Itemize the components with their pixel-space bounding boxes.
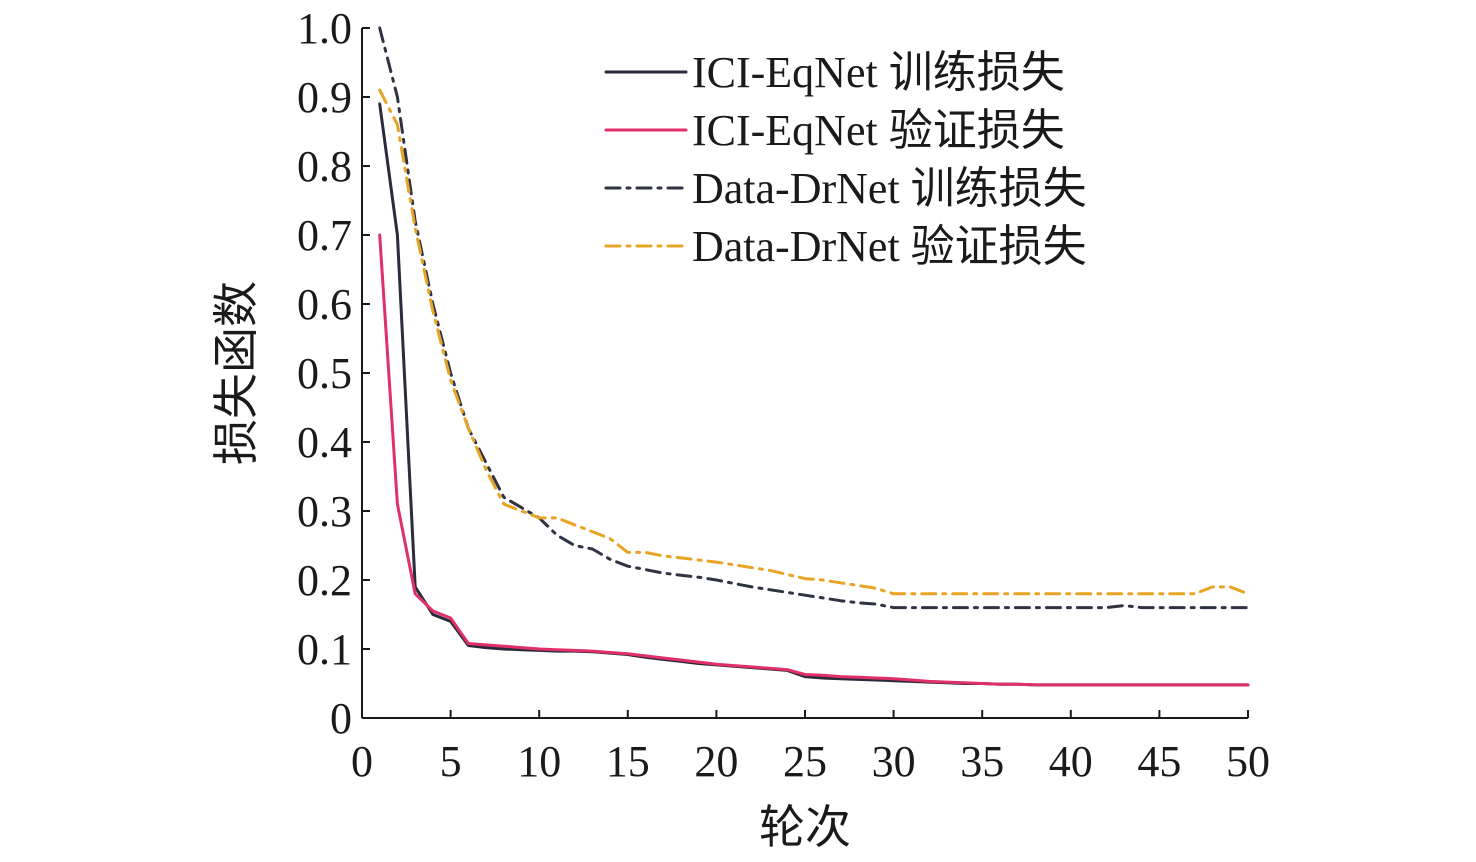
- series-line-4: [378, 88, 1250, 596]
- y-tick-label: 0.2: [297, 556, 352, 605]
- x-tick-label: 5: [440, 737, 462, 786]
- x-tick-label: 45: [1137, 737, 1181, 786]
- series-lines: [378, 26, 1250, 687]
- legend-label-4: Data-DrNet 验证损失: [692, 222, 1087, 271]
- y-tick-label: 1.0: [297, 4, 352, 53]
- y-axis-label: 损失函数: [211, 281, 262, 465]
- x-tick-label: 30: [872, 737, 916, 786]
- y-tick-label: 0.4: [297, 418, 352, 467]
- legend-label-1: ICI-EqNet 训练损失: [692, 48, 1065, 97]
- y-tick-label: 0.6: [297, 280, 352, 329]
- y-tick-label: 0: [330, 694, 352, 743]
- legend: ICI-EqNet 训练损失 ICI-EqNet 验证损失 Data-DrNet 训…: [604, 48, 1087, 271]
- y-tick-label: 0.8: [297, 142, 352, 191]
- series-line-3: [378, 26, 1250, 610]
- x-tick-label: 20: [694, 737, 738, 786]
- series-line-2: [378, 233, 1250, 687]
- x-axis-label: 轮次: [759, 802, 851, 853]
- x-tick-label: 10: [517, 737, 561, 786]
- x-tick-label: 40: [1049, 737, 1093, 786]
- y-tick-label: 0.9: [297, 73, 352, 122]
- x-tick-label: 25: [783, 737, 827, 786]
- legend-label-2: ICI-EqNet 验证损失: [692, 106, 1065, 155]
- y-tick-label: 0.1: [297, 625, 352, 674]
- y-tick-label: 0.7: [297, 211, 352, 260]
- y-ticks: 0 0.1 0.2 0.3 0.4 0.5 0.6 0.7 0.8 0.9 1.0: [297, 4, 370, 743]
- x-tick-label: 0: [351, 737, 373, 786]
- y-tick-label: 0.3: [297, 487, 352, 536]
- x-tick-label: 15: [606, 737, 650, 786]
- y-tick-label: 0.5: [297, 349, 352, 398]
- legend-label-3: Data-DrNet 训练损失: [692, 164, 1087, 213]
- x-tick-label: 50: [1226, 737, 1270, 786]
- x-tick-label: 35: [960, 737, 1004, 786]
- x-ticks: 0 5 10 15 20 25 30 35 40 45 50: [351, 710, 1270, 786]
